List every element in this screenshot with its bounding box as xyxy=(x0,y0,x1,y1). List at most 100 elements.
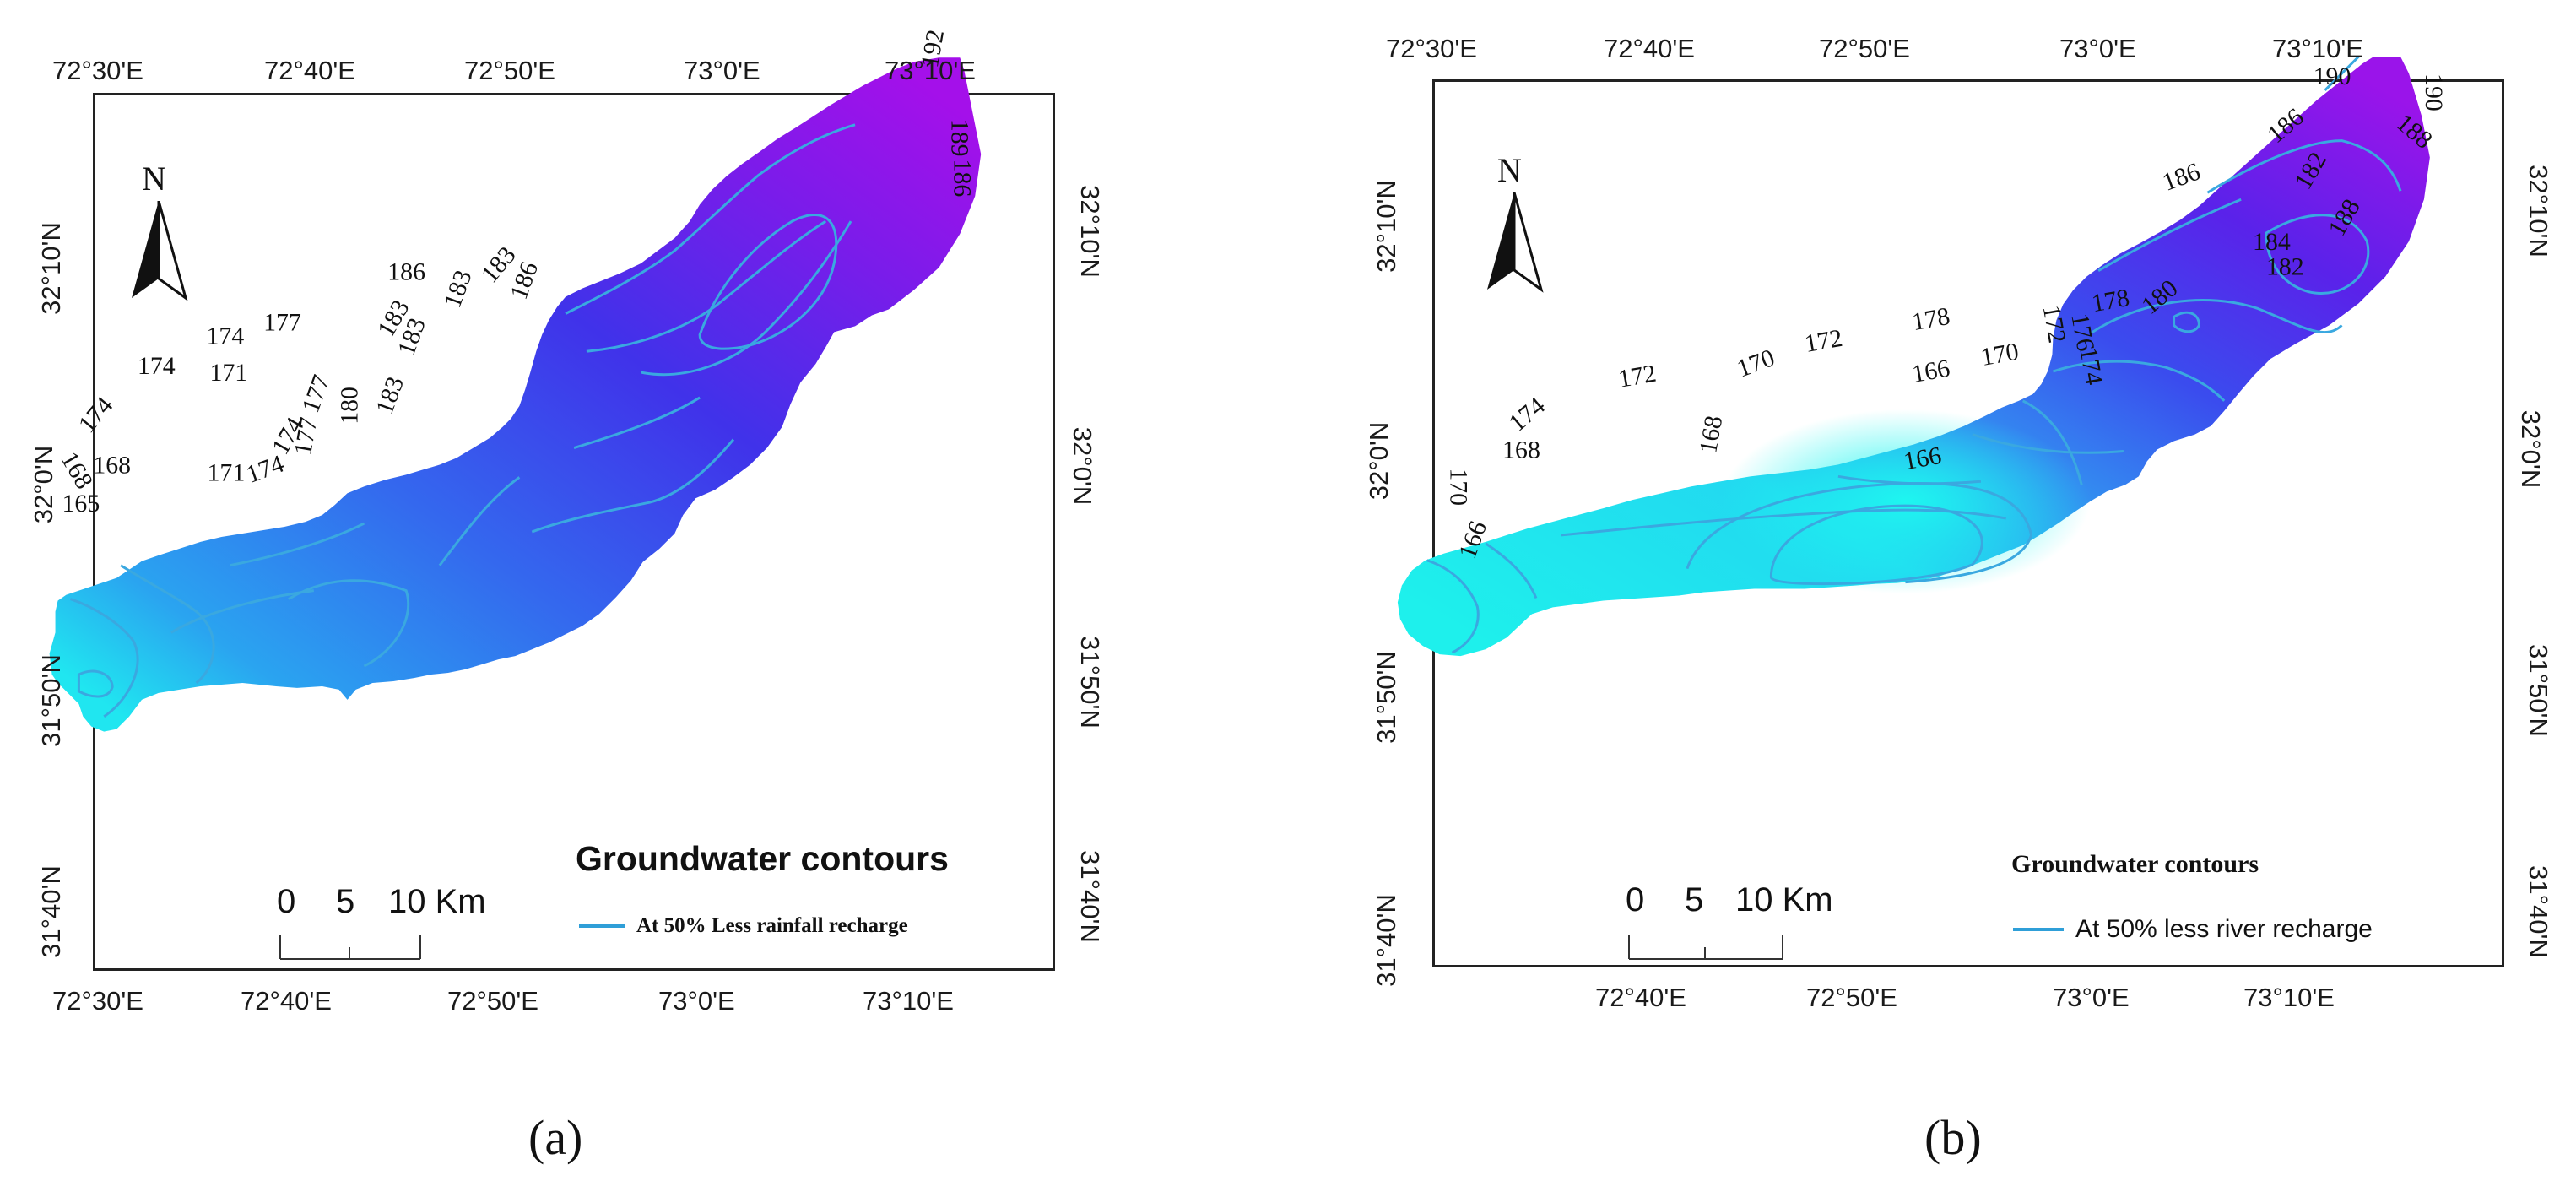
bottom-tick: 72°30'E xyxy=(52,986,143,1016)
bottom-tick: 72°40'E xyxy=(241,986,332,1016)
contour-label: 180 xyxy=(335,387,363,425)
left-tick: 32°10'N xyxy=(35,222,66,315)
scale-bar-graphic xyxy=(1628,935,1783,960)
contour-lines xyxy=(1426,56,2402,654)
contour-label: 172 xyxy=(1616,360,1659,393)
top-tick: 72°40'E xyxy=(264,56,355,85)
scale-label-0: 0 xyxy=(1626,881,1645,918)
legend-entry-label: At 50% Less rainfall recharge xyxy=(636,914,908,937)
map-panel-b: 190 190 188 186 186 182 188 184 182 180 … xyxy=(1317,0,2576,1165)
contour-label: 186 xyxy=(948,160,976,198)
north-arrow: N xyxy=(1480,150,1548,294)
right-tick: 32°10'N xyxy=(2523,165,2553,257)
legend-line-swatch xyxy=(579,924,625,928)
right-tick: 31°50'N xyxy=(2523,644,2553,737)
bottom-tick: 73°10'E xyxy=(2243,983,2335,1012)
contour-label: 166 xyxy=(1910,355,1952,388)
scale-label-10: 10 Km xyxy=(388,883,486,920)
legend-line-swatch xyxy=(2013,928,2064,931)
scale-bar: 0 5 10 Km xyxy=(1622,881,1833,966)
contour-label: 186 xyxy=(2159,157,2204,196)
map-canvas: 192 189 186 186 183 183 186 183 183 180 … xyxy=(49,28,982,732)
panel-label: (a) xyxy=(528,1110,583,1165)
top-tick: 73°10'E xyxy=(885,56,976,85)
scale-label-5: 5 xyxy=(336,883,355,920)
scale-label-0: 0 xyxy=(277,883,296,920)
contour-label: 168 xyxy=(1694,414,1728,456)
contour-label: 168 xyxy=(1502,436,1540,463)
panel-label: (b) xyxy=(1924,1110,1982,1165)
contour-label: 165 xyxy=(62,490,100,517)
north-arrow-icon xyxy=(132,201,188,301)
right-tick: 32°0'N xyxy=(2516,409,2546,489)
legend-title: Groundwater contours xyxy=(2011,850,2259,878)
contour-label: 183 xyxy=(371,373,409,418)
contour-label: 174 xyxy=(73,392,118,439)
left-tick: 32°10'N xyxy=(1371,180,1401,273)
contour-label: 178 xyxy=(1910,302,1952,336)
scale-bar: 0 5 10 Km xyxy=(270,883,486,967)
top-tick: 72°50'E xyxy=(1819,34,1910,63)
aquifer-area xyxy=(1397,57,2430,657)
top-tick: 72°30'E xyxy=(52,56,143,85)
contour-label: 183 xyxy=(438,267,477,312)
bottom-tick: 72°50'E xyxy=(447,986,538,1016)
legend-entry-label: At 50% less river recharge xyxy=(2075,915,2373,943)
north-arrow-icon xyxy=(1487,192,1544,293)
top-tick: 73°0'E xyxy=(2059,34,2136,63)
bottom-tick: 73°0'E xyxy=(658,986,735,1016)
low-spot xyxy=(1720,409,2091,594)
contour-label: 184 xyxy=(2253,228,2291,256)
contour-label: 170 xyxy=(1445,468,1473,506)
right-tick: 31°40'N xyxy=(1074,850,1105,943)
top-tick: 72°50'E xyxy=(464,56,555,85)
scale-label-5: 5 xyxy=(1685,881,1704,918)
right-tick: 31°40'N xyxy=(2523,865,2553,958)
contour-label: 170 xyxy=(1734,344,1778,382)
top-tick: 73°0'E xyxy=(684,56,760,85)
contour-label: 182 xyxy=(2266,253,2304,281)
north-label: N xyxy=(142,160,166,198)
left-tick: 31°50'N xyxy=(35,654,66,747)
contour-label: 168 xyxy=(55,447,98,494)
contour-label: 174 xyxy=(138,352,176,380)
right-tick: 32°10'N xyxy=(1074,185,1105,278)
contour-label: 174 xyxy=(2074,345,2108,387)
map-canvas: 190 190 188 186 186 182 188 184 182 180 … xyxy=(1397,56,2448,657)
map-panel-a: 192 189 186 186 183 183 186 183 183 180 … xyxy=(0,0,1114,1165)
contour-label: 172 xyxy=(1803,324,1845,358)
contour-label: 174 xyxy=(242,450,287,489)
contour-label: 171 xyxy=(210,359,248,387)
legend-entry: At 50% less river recharge xyxy=(2013,915,2373,944)
contour-label: 177 xyxy=(296,371,335,416)
bottom-tick: 73°10'E xyxy=(863,986,954,1016)
contour-label: 171 xyxy=(208,458,246,486)
contour-label: 177 xyxy=(263,308,301,336)
contour-label: 176 xyxy=(2065,312,2099,354)
right-tick: 32°0'N xyxy=(1068,426,1098,506)
contour-lines xyxy=(69,123,856,718)
bottom-tick: 73°0'E xyxy=(2053,983,2130,1012)
contour-label: 166 xyxy=(1902,442,1944,475)
contour-label: 174 xyxy=(1503,392,1550,437)
contour-label: 174 xyxy=(207,322,245,349)
left-tick: 32°0'N xyxy=(29,445,59,524)
top-tick: 72°40'E xyxy=(1604,34,1695,63)
north-label: N xyxy=(1497,151,1522,189)
legend-title: Groundwater contours xyxy=(576,839,949,878)
contour-label: 170 xyxy=(1978,338,2021,371)
top-tick: 73°10'E xyxy=(2272,34,2363,63)
left-tick: 32°0'N xyxy=(1364,421,1394,501)
right-tick: 31°50'N xyxy=(1074,636,1105,729)
bottom-tick: 72°50'E xyxy=(1806,983,1897,1012)
legend-entry: At 50% Less rainfall recharge xyxy=(579,914,908,938)
contour-label: 189 xyxy=(945,119,973,157)
contour-label: 190 xyxy=(2420,73,2448,111)
contour-label: 177 xyxy=(289,415,322,458)
contour-label: 168 xyxy=(93,451,131,479)
left-tick: 31°50'N xyxy=(1371,651,1401,744)
scale-label-10: 10 Km xyxy=(1735,881,1833,918)
left-tick: 31°40'N xyxy=(1371,894,1401,987)
bottom-tick: 72°40'E xyxy=(1595,983,1686,1012)
aquifer-area xyxy=(49,57,982,732)
